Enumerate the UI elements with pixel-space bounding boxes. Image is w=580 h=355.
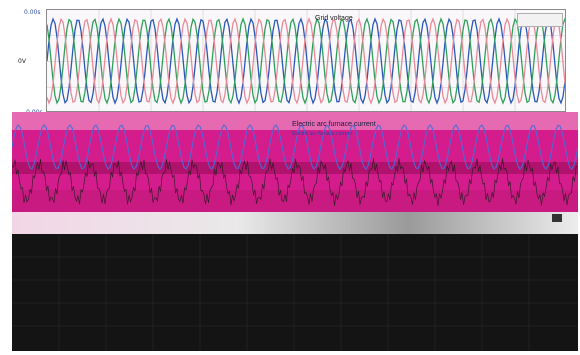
current-wave-blue bbox=[12, 124, 578, 170]
band-top bbox=[12, 112, 578, 130]
arc-furnace-waveforms bbox=[12, 112, 578, 212]
phase-b-wave bbox=[47, 17, 565, 105]
phase-a-wave bbox=[47, 17, 565, 105]
dark-lower-panel bbox=[12, 234, 578, 351]
arc-furnace-subtitle: Electric arc furnace current bbox=[292, 131, 352, 137]
y-axis-top-label: 0.00s bbox=[24, 9, 41, 16]
arc-furnace-current-plot: Electric arc furnace current Electric ar… bbox=[12, 112, 578, 212]
grid-voltage-plot: Grid voltage bbox=[46, 9, 566, 112]
arc-furnace-title: Electric arc furnace current bbox=[292, 121, 376, 128]
grid-voltage-waveforms bbox=[47, 10, 565, 111]
marker-block bbox=[552, 214, 562, 222]
gradient-strip bbox=[12, 212, 578, 234]
band-low bbox=[12, 190, 578, 212]
y-axis-zero-label: 0V bbox=[18, 58, 26, 65]
current-wave-dark bbox=[12, 158, 578, 207]
scale-readout-box bbox=[517, 13, 563, 27]
band-mid bbox=[12, 162, 578, 174]
faint-grid bbox=[12, 234, 578, 351]
grid-voltage-title: Grid voltage bbox=[315, 15, 353, 22]
phase-c-wave bbox=[47, 17, 565, 105]
